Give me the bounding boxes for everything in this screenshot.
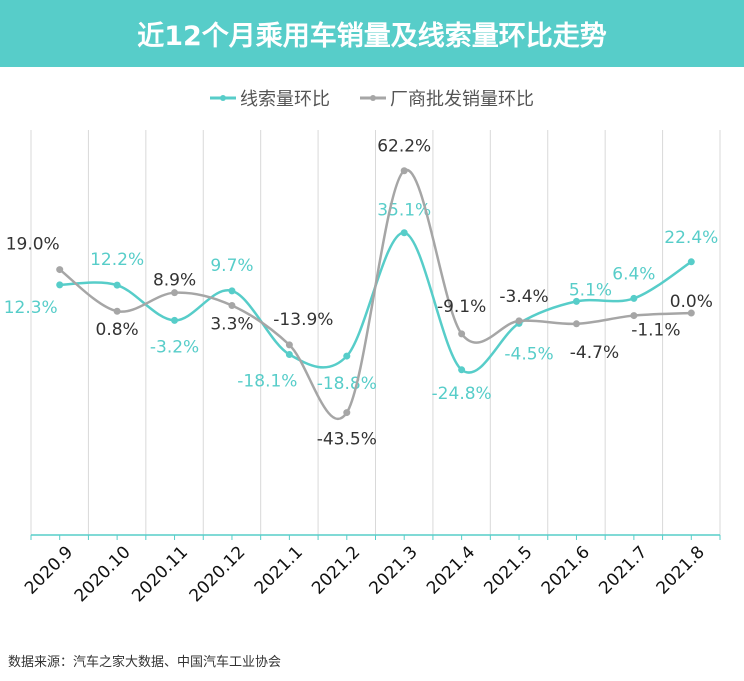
x-tick-label: 2021.6 [538, 542, 594, 598]
legend-marker-sales-icon [360, 95, 386, 101]
data-point [400, 229, 408, 237]
legend-item-sales[interactable]: 厂商批发销量环比 [360, 85, 534, 111]
legend-marker-leads-icon [210, 95, 236, 101]
legend-label-sales: 厂商批发销量环比 [390, 89, 534, 110]
data-point [171, 316, 179, 324]
x-tick-label: 2021.2 [308, 542, 364, 598]
data-point [458, 366, 466, 374]
data-point [171, 289, 179, 297]
data-label: -18.1% [237, 371, 297, 391]
source-note: 数据来源：汽车之家大数据、中国汽车工业协会 [8, 655, 282, 670]
x-tick-label: 2021.8 [653, 542, 709, 598]
data-label: -9.1% [437, 297, 486, 317]
data-point [687, 309, 695, 317]
data-point [56, 281, 64, 289]
x-tick-label: 2020.9 [21, 542, 77, 598]
x-tick-label: 2021.4 [423, 542, 479, 598]
data-label: -4.5% [504, 344, 553, 364]
data-point [113, 307, 121, 315]
data-label: 9.7% [210, 256, 253, 276]
data-label: 62.2% [377, 137, 431, 157]
data-label: 12.2% [90, 250, 144, 270]
data-label: 3.3% [210, 315, 253, 335]
x-tick-label: 2021.7 [595, 542, 651, 598]
legend: 线索量环比 厂商批发销量环比 [0, 85, 744, 111]
chart-title: 近12个月乘用车销量及线索量环比走势 [137, 21, 607, 52]
legend-label-leads: 线索量环比 [240, 89, 330, 110]
data-label: -24.8% [432, 384, 492, 404]
data-label: -13.9% [273, 310, 333, 330]
data-label: 5.1% [569, 280, 612, 300]
data-point [630, 294, 638, 302]
data-point [343, 409, 351, 417]
data-label: -43.5% [317, 430, 377, 450]
data-label: 19.0% [6, 235, 60, 255]
data-point [113, 281, 121, 289]
data-label: 8.9% [153, 271, 196, 291]
data-label: 22.4% [664, 228, 718, 248]
data-point [285, 341, 293, 349]
data-label: 0.8% [96, 320, 139, 340]
data-point [687, 258, 695, 266]
data-point [572, 320, 580, 328]
x-tick-label: 2021.5 [480, 542, 536, 598]
data-point [343, 352, 351, 360]
x-tick-label: 2021.1 [251, 542, 307, 598]
x-tick-label: 2020.11 [128, 542, 192, 606]
title-banner: 近12个月乘用车销量及线索量环比走势 [0, 0, 744, 67]
data-point [228, 287, 236, 295]
data-point [572, 297, 580, 305]
legend-item-leads[interactable]: 线索量环比 [210, 85, 330, 111]
x-tick-label: 2020.12 [186, 542, 250, 606]
data-label: 12.3% [4, 298, 58, 318]
data-point [630, 312, 638, 320]
data-label: -4.7% [570, 343, 619, 363]
data-label: -3.2% [150, 337, 199, 357]
data-point [458, 330, 466, 338]
data-point [228, 302, 236, 309]
data-label: 0.0% [670, 292, 713, 312]
x-tick-label: 2021.3 [366, 542, 422, 598]
data-point [56, 266, 64, 274]
data-label: -18.8% [317, 374, 377, 394]
x-tick-label: 2020.10 [71, 542, 135, 606]
data-point [515, 317, 523, 325]
data-label: -1.1% [631, 321, 680, 341]
data-label: -3.4% [499, 287, 548, 307]
data-label: 6.4% [612, 264, 655, 284]
data-point [400, 167, 408, 175]
data-point [285, 350, 293, 358]
